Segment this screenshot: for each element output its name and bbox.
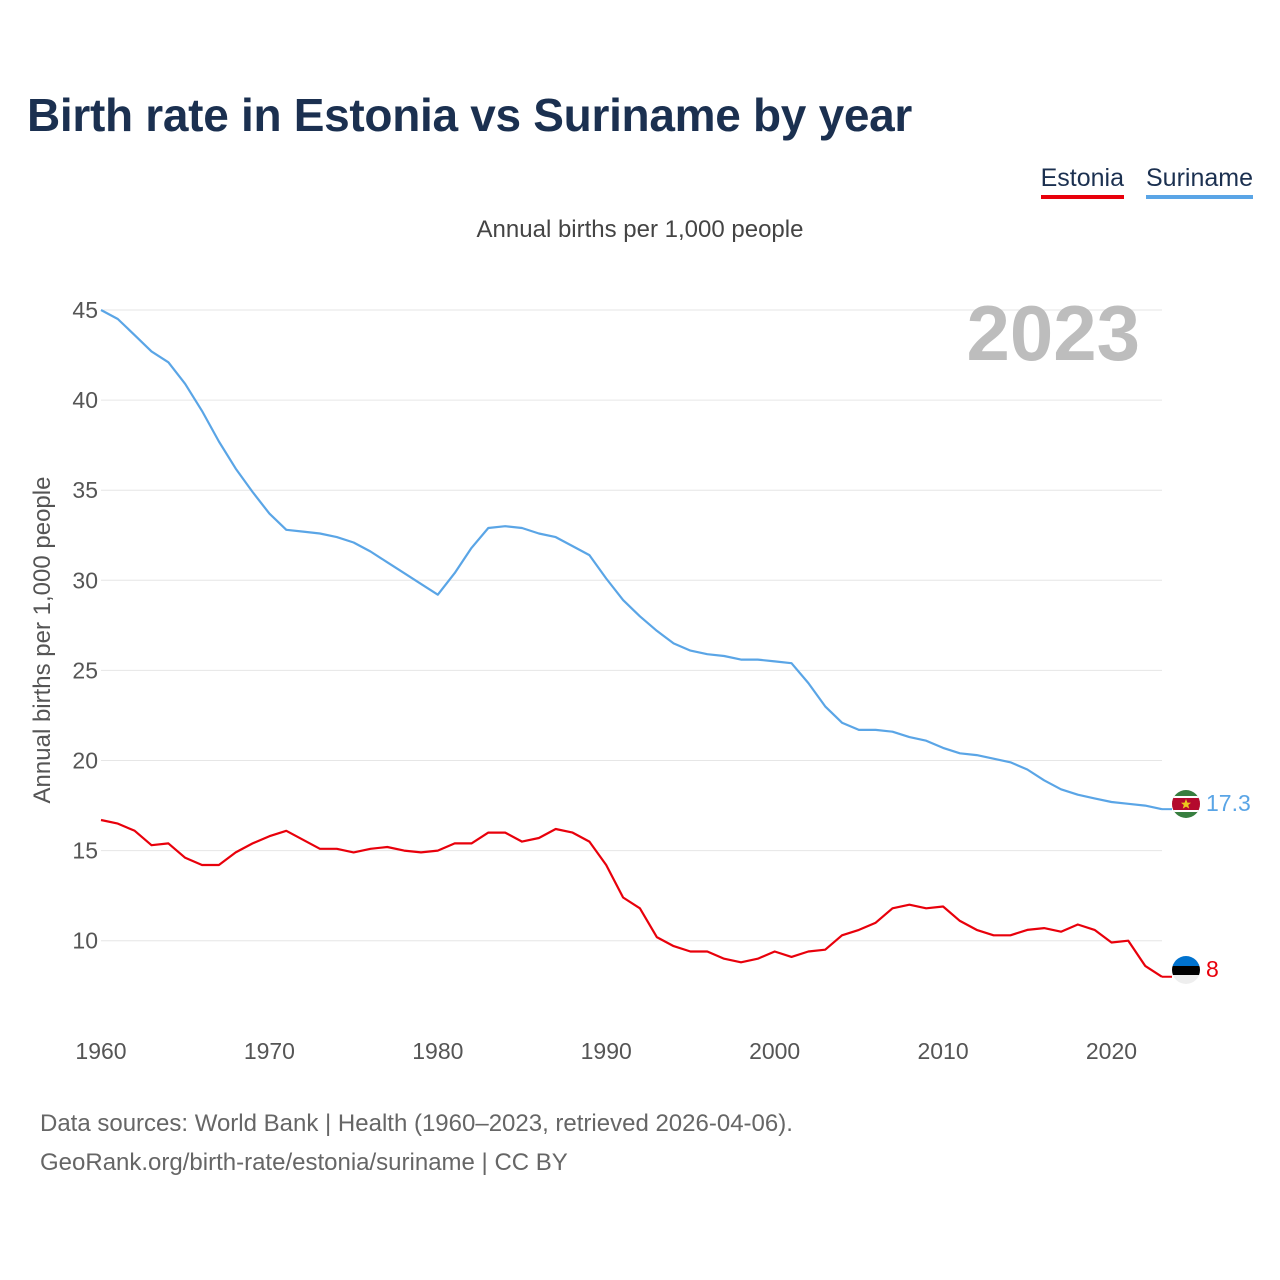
legend-item-suriname[interactable]: Suriname — [1146, 164, 1253, 199]
y-tick-label: 25 — [72, 657, 98, 683]
x-tick-label: 1960 — [75, 1038, 126, 1064]
series-line-suriname[interactable] — [100, 309, 1163, 811]
footer-sources: Data sources: World Bank | Health (1960–… — [40, 1110, 793, 1137]
x-tick-label: 1990 — [581, 1038, 632, 1064]
x-axis-ticks: 1960 1970 1980 1990 2000 2010 2020 — [75, 1038, 1137, 1064]
suriname-flag-icon — [1172, 790, 1200, 818]
footer-link: GeoRank.org/birth-rate/estonia/suriname … — [40, 1149, 568, 1176]
y-tick-label: 20 — [72, 748, 98, 774]
x-tick-label: 2010 — [917, 1038, 968, 1064]
x-tick-label: 1980 — [412, 1038, 463, 1064]
y-axis-ticks: 10 15 20 25 30 35 40 45 — [72, 297, 98, 954]
chart-title: Birth rate in Estonia vs Suriname by yea… — [27, 89, 913, 141]
gridlines — [101, 309, 1162, 942]
x-tick-label: 1970 — [244, 1038, 295, 1064]
y-axis-label: Annual births per 1,000 people — [29, 477, 56, 804]
y-tick-label: 45 — [72, 297, 98, 323]
x-tick-label: 2000 — [749, 1038, 800, 1064]
y-tick-label: 30 — [72, 567, 98, 593]
estonia-flag-icon — [1172, 956, 1200, 984]
y-tick-label: 40 — [72, 387, 98, 413]
series-lines — [100, 309, 1172, 978]
line-chart: 10 15 20 25 30 35 40 45 1960 1970 1980 1990 2000 201… — [29, 289, 1251, 1064]
legend-item-estonia[interactable]: Estonia — [1040, 164, 1124, 199]
y-tick-label: 10 — [72, 928, 98, 954]
end-label-estonia: 8 — [1206, 956, 1219, 982]
end-label-suriname: 17.3 — [1206, 790, 1251, 816]
y-tick-label: 15 — [72, 838, 98, 864]
chart-subtitle: Annual births per 1,000 people — [476, 216, 804, 243]
x-tick-label: 2020 — [1086, 1038, 1137, 1064]
y-tick-label: 35 — [72, 477, 98, 503]
series-line-estonia[interactable] — [100, 818, 1163, 978]
year-watermark: 2023 — [966, 289, 1140, 377]
legend: Estonia Suriname — [1040, 164, 1253, 199]
footer: Data sources: World Bank | Health (1960–… — [40, 1104, 793, 1182]
